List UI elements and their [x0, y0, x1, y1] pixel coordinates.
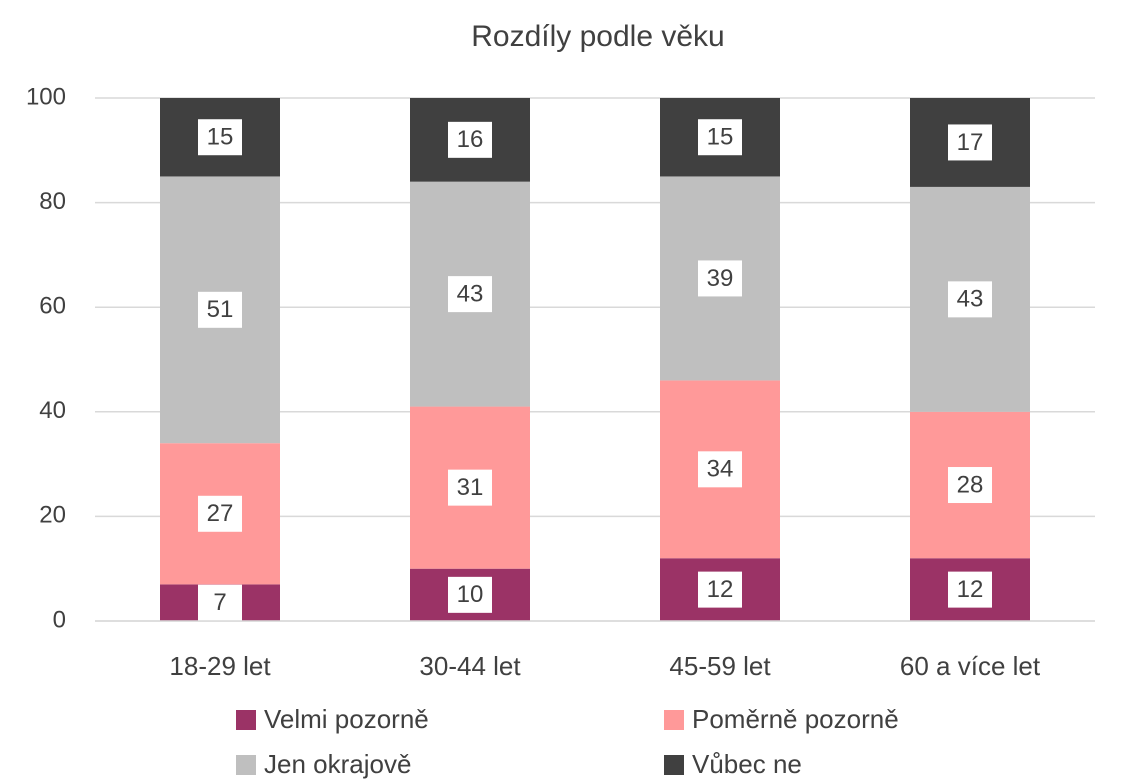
- y-tick-label: 40: [39, 397, 66, 424]
- label-box: [698, 451, 742, 488]
- label-box: [448, 276, 492, 313]
- label-box: [198, 495, 242, 532]
- data-label: 16: [457, 126, 484, 153]
- x-tick-label: 60 a více let: [900, 651, 1041, 681]
- data-label: 34: [707, 456, 734, 483]
- label-box: [198, 119, 242, 156]
- label-box: [698, 260, 742, 297]
- legend-swatch: [664, 755, 684, 775]
- data-label: 12: [957, 576, 984, 603]
- data-label: 7: [213, 589, 226, 616]
- x-tick-label: 18-29 let: [169, 651, 271, 681]
- data-label: 12: [707, 576, 734, 603]
- data-label: 39: [707, 265, 734, 292]
- y-tick-label: 80: [39, 188, 66, 215]
- label-box: [448, 576, 492, 613]
- label-box: [698, 571, 742, 608]
- label-box: [198, 291, 242, 328]
- legend-label: Vůbec ne: [692, 749, 802, 779]
- legend-swatch: [236, 710, 256, 730]
- y-tick-label: 0: [53, 606, 66, 633]
- label-box: [448, 469, 492, 506]
- data-label: 27: [207, 500, 234, 527]
- label-box: [948, 467, 992, 504]
- x-tick-label: 45-59 let: [669, 651, 771, 681]
- data-label: 17: [957, 129, 984, 156]
- data-label: 15: [207, 124, 234, 151]
- label-box: [448, 121, 492, 158]
- data-label: 10: [457, 581, 484, 608]
- legend-label: Jen okrajově: [264, 749, 411, 779]
- x-tick-label: 30-44 let: [419, 651, 521, 681]
- label-box: [198, 584, 242, 621]
- data-label: 51: [207, 296, 234, 323]
- label-box: [948, 281, 992, 318]
- legend-swatch: [664, 710, 684, 730]
- data-label: 31: [457, 474, 484, 501]
- y-tick-label: 20: [39, 502, 66, 529]
- data-label: 43: [957, 286, 984, 313]
- legend-label: Velmi pozorně: [264, 704, 429, 734]
- y-tick-label: 60: [39, 293, 66, 320]
- label-box: [698, 119, 742, 156]
- y-tick-label: 100: [26, 83, 66, 110]
- label-box: [948, 571, 992, 608]
- data-label: 43: [457, 280, 484, 307]
- legend-swatch: [236, 755, 256, 775]
- chart-title: Rozdíly podle věku: [471, 20, 724, 53]
- data-label: 28: [957, 471, 984, 498]
- legend-label: Poměrně pozorně: [692, 704, 899, 734]
- data-label: 15: [707, 124, 734, 151]
- label-box: [948, 124, 992, 161]
